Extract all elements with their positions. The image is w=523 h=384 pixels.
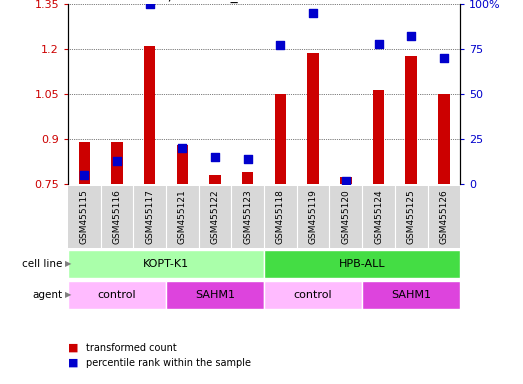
Text: ▶: ▶ <box>65 260 72 268</box>
Bar <box>68 250 264 278</box>
Text: GSM455125: GSM455125 <box>407 189 416 244</box>
Bar <box>264 281 362 309</box>
Text: GSM455123: GSM455123 <box>243 189 252 244</box>
Text: ▶: ▶ <box>65 290 72 299</box>
Text: GSM455120: GSM455120 <box>342 189 350 244</box>
Point <box>276 42 285 48</box>
Point <box>374 40 383 46</box>
Point <box>178 145 187 151</box>
Text: agent: agent <box>32 290 63 300</box>
Text: KOPT-K1: KOPT-K1 <box>143 259 189 269</box>
Bar <box>405 56 417 184</box>
Bar <box>177 145 188 184</box>
Bar <box>68 281 166 309</box>
Text: GSM455122: GSM455122 <box>211 189 220 244</box>
Point <box>145 1 154 7</box>
Text: ■: ■ <box>68 358 78 368</box>
Bar <box>264 250 460 278</box>
Bar <box>144 46 155 184</box>
Text: control: control <box>98 290 137 300</box>
Bar <box>275 94 286 184</box>
Text: percentile rank within the sample: percentile rank within the sample <box>86 358 251 368</box>
Bar <box>166 281 264 309</box>
Bar <box>308 53 319 184</box>
Text: GSM455124: GSM455124 <box>374 189 383 244</box>
Text: transformed count: transformed count <box>86 343 177 353</box>
Text: control: control <box>294 290 333 300</box>
Text: ■: ■ <box>68 343 78 353</box>
Text: SAHM1: SAHM1 <box>195 290 235 300</box>
Text: cell line: cell line <box>22 259 63 269</box>
Bar <box>78 142 90 184</box>
Point <box>113 158 121 164</box>
Point <box>211 154 219 161</box>
Text: SAHM1: SAHM1 <box>391 290 431 300</box>
Bar <box>209 175 221 184</box>
Text: GSM455119: GSM455119 <box>309 189 317 244</box>
Text: GSM455118: GSM455118 <box>276 189 285 244</box>
Point <box>407 33 415 40</box>
Bar <box>438 94 450 184</box>
Point <box>244 156 252 162</box>
Text: GSM455115: GSM455115 <box>80 189 89 244</box>
Text: GSM455126: GSM455126 <box>439 189 448 244</box>
Bar <box>242 172 254 184</box>
Text: GSM455117: GSM455117 <box>145 189 154 244</box>
Bar <box>362 281 460 309</box>
Text: GSM455116: GSM455116 <box>112 189 121 244</box>
Text: GDS3717 / 219748_at: GDS3717 / 219748_at <box>99 0 252 3</box>
Point <box>309 10 317 16</box>
Point <box>80 172 88 179</box>
Bar <box>340 177 351 184</box>
Text: GSM455121: GSM455121 <box>178 189 187 244</box>
Text: HPB-ALL: HPB-ALL <box>339 259 385 269</box>
Bar <box>111 142 123 184</box>
Point <box>440 55 448 61</box>
Bar <box>373 89 384 184</box>
Point <box>342 178 350 184</box>
